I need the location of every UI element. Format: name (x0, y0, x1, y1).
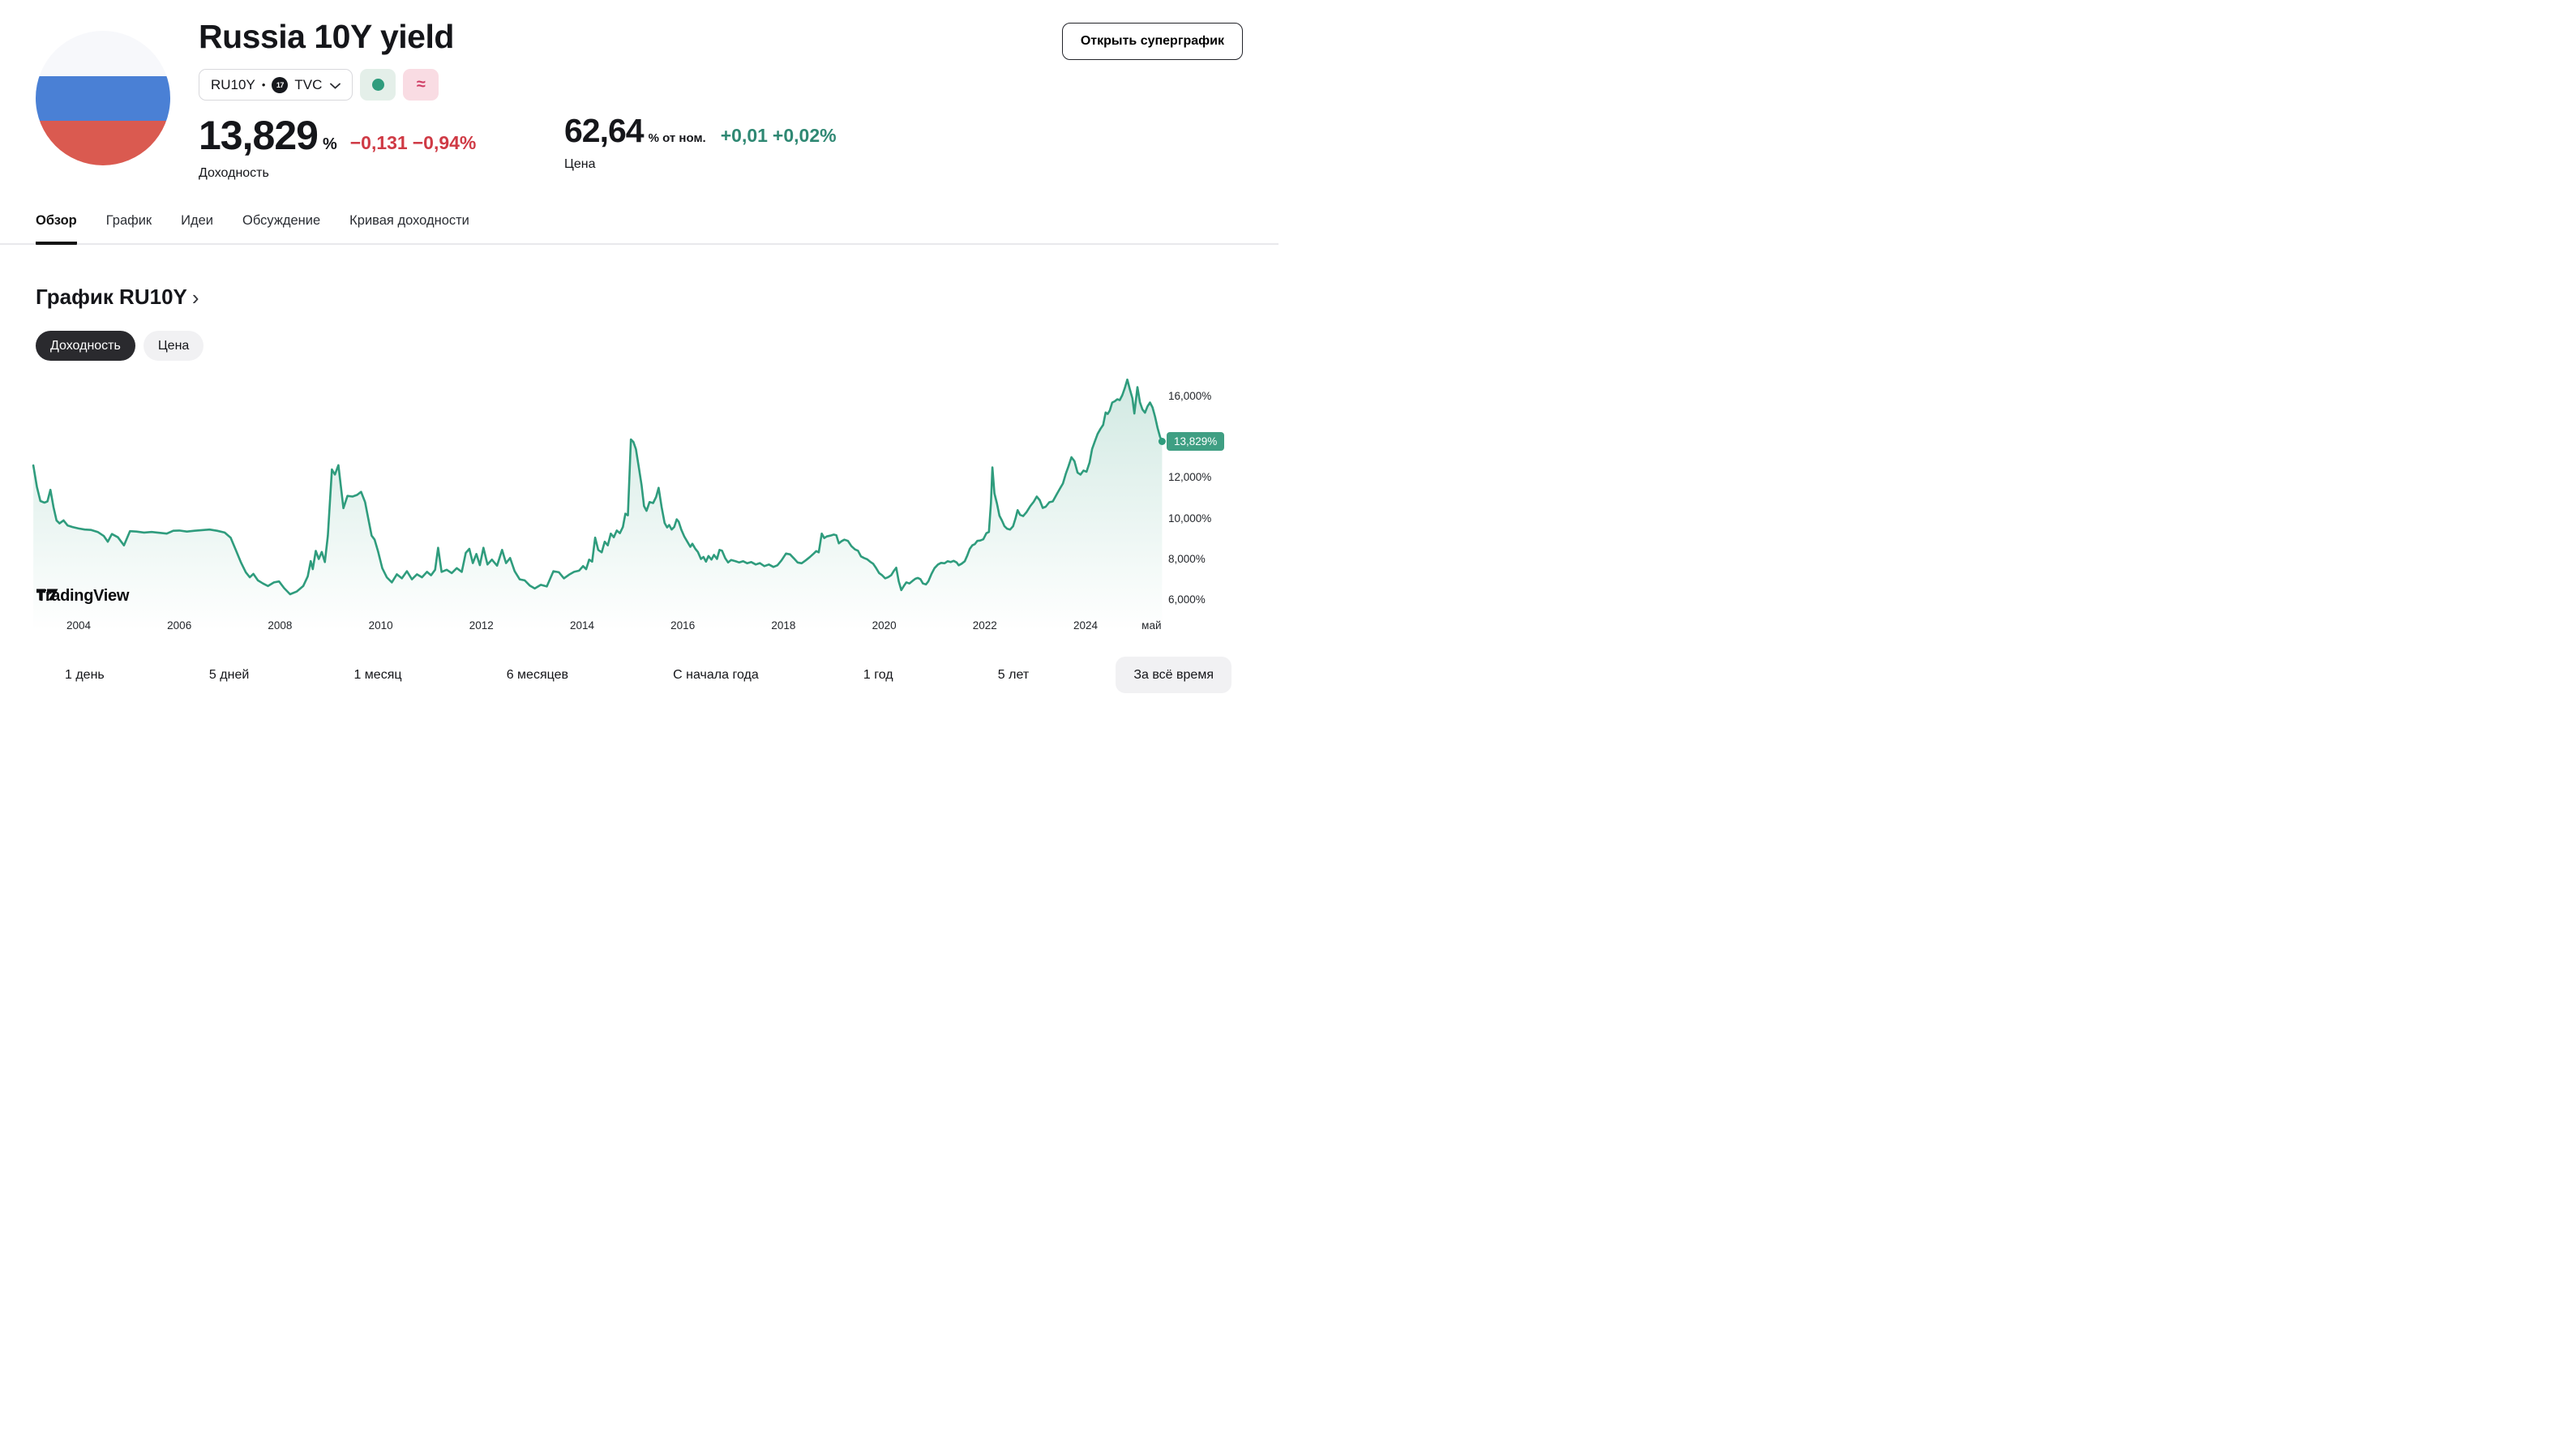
flag-stripe-blue (36, 76, 170, 122)
range-ytd[interactable]: С начала года (673, 667, 759, 682)
tab-yield-curve[interactable]: Кривая доходности (349, 213, 469, 228)
x-axis-tick: 2018 (771, 619, 796, 632)
tv-mark-icon (36, 589, 58, 601)
chevron-down-icon (330, 77, 341, 93)
y-axis-tick: 6,000% (1168, 593, 1206, 606)
yield-value: 13,829 (199, 113, 319, 158)
price-value: 62,64 (564, 112, 645, 149)
price-change-abs: +0,01 (720, 125, 768, 146)
x-axis-tick: май (1141, 619, 1162, 632)
symbol-row: RU10Y • 17 TVC ≈ (199, 69, 439, 101)
tabs: Обзор График Идеи Обсуждение Кривая дохо… (0, 213, 1278, 245)
tab-ideas[interactable]: Идеи (181, 213, 214, 228)
yield-change-abs: −0,131 (349, 132, 408, 153)
y-axis-tick: 8,000% (1168, 552, 1206, 565)
range-1m[interactable]: 1 месяц (353, 667, 402, 682)
x-axis-tick: 2006 (167, 619, 192, 632)
yield-unit: % (322, 135, 337, 153)
chart-line (32, 378, 1163, 596)
market-status-pill[interactable] (360, 69, 396, 101)
price-change-pct: +0,02% (772, 125, 837, 146)
bullet-separator: • (261, 79, 266, 91)
x-axis-tick: 2012 (469, 619, 494, 632)
instrument-page: Russia 10Y yield RU10Y • 17 TVC ≈ 13,829… (0, 0, 1278, 728)
x-axis-tick: 2016 (670, 619, 696, 632)
symbol-selector[interactable]: RU10Y • 17 TVC (199, 69, 353, 101)
price-label: Цена (564, 157, 596, 171)
y-axis-tick: 16,000% (1168, 390, 1212, 402)
toggle-yield[interactable]: Доходность (36, 331, 135, 361)
chart-end-dot (1158, 438, 1166, 445)
approx-icon: ≈ (416, 75, 426, 93)
chevron-right-icon: › (191, 285, 199, 310)
range-buttons: 1 день 5 дней 1 месяц 6 месяцев С начала… (47, 657, 1231, 693)
range-1y[interactable]: 1 год (863, 667, 893, 682)
chart-area (33, 379, 1163, 631)
yield-chart[interactable]: 16,000%14,000%12,000%10,000%8,000%6,000%… (0, 357, 1278, 640)
x-axis-tick: 2024 (1073, 619, 1099, 632)
last-value-tag: 13,829% (1167, 431, 1225, 451)
yield-block: 13,829 % −0,131 −0,94% Доходность (199, 112, 476, 181)
page-title: Russia 10Y yield (199, 18, 454, 55)
yield-label: Доходность (199, 166, 269, 180)
x-axis-tick: 2020 (872, 619, 897, 632)
tradingview-attribution[interactable]: TradingView (36, 587, 129, 606)
tab-discussion[interactable]: Обсуждение (242, 213, 321, 228)
open-superchart-button[interactable]: Открыть суперграфик (1061, 23, 1243, 60)
tab-overview[interactable]: Обзор (36, 213, 77, 245)
tab-chart[interactable]: График (105, 213, 152, 228)
approx-pill[interactable]: ≈ (403, 69, 439, 101)
x-axis-tick: 2010 (368, 619, 393, 632)
section-title: График RU10Y (36, 285, 187, 309)
chart-mode-toggles: Доходность Цена (36, 331, 204, 361)
exchange-label: TVC (294, 76, 323, 92)
section-title-link[interactable]: График RU10Y › (36, 284, 199, 310)
price-block: 62,64 % от ном. +0,01 +0,02% Цена (564, 112, 837, 172)
range-all[interactable]: За всё время (1116, 657, 1231, 693)
x-axis-tick: 2004 (66, 619, 92, 632)
symbol-label: RU10Y (211, 76, 255, 92)
tradingview-logo-icon: 17 (272, 76, 289, 93)
range-5d[interactable]: 5 дней (208, 667, 250, 682)
range-5y[interactable]: 5 лет (997, 667, 1030, 682)
range-6m[interactable]: 6 месяцев (506, 667, 568, 682)
chart-canvas[interactable] (0, 357, 1278, 640)
x-axis-tick: 2022 (972, 619, 997, 632)
y-axis-tick: 10,000% (1168, 512, 1212, 525)
yield-change-pct: −0,94% (412, 132, 477, 153)
range-1d[interactable]: 1 день (65, 667, 105, 682)
price-unit: % от ном. (648, 131, 706, 145)
flag-stripe-white (36, 31, 170, 77)
russia-flag-icon (36, 31, 170, 165)
x-axis-tick: 2008 (268, 619, 293, 632)
market-open-dot-icon (371, 79, 384, 91)
attribution-text: TradingView (36, 587, 130, 605)
flag-stripe-red (36, 121, 170, 165)
x-axis-tick: 2014 (569, 619, 595, 632)
y-axis-tick: 12,000% (1168, 471, 1212, 484)
toggle-price[interactable]: Цена (143, 331, 204, 361)
